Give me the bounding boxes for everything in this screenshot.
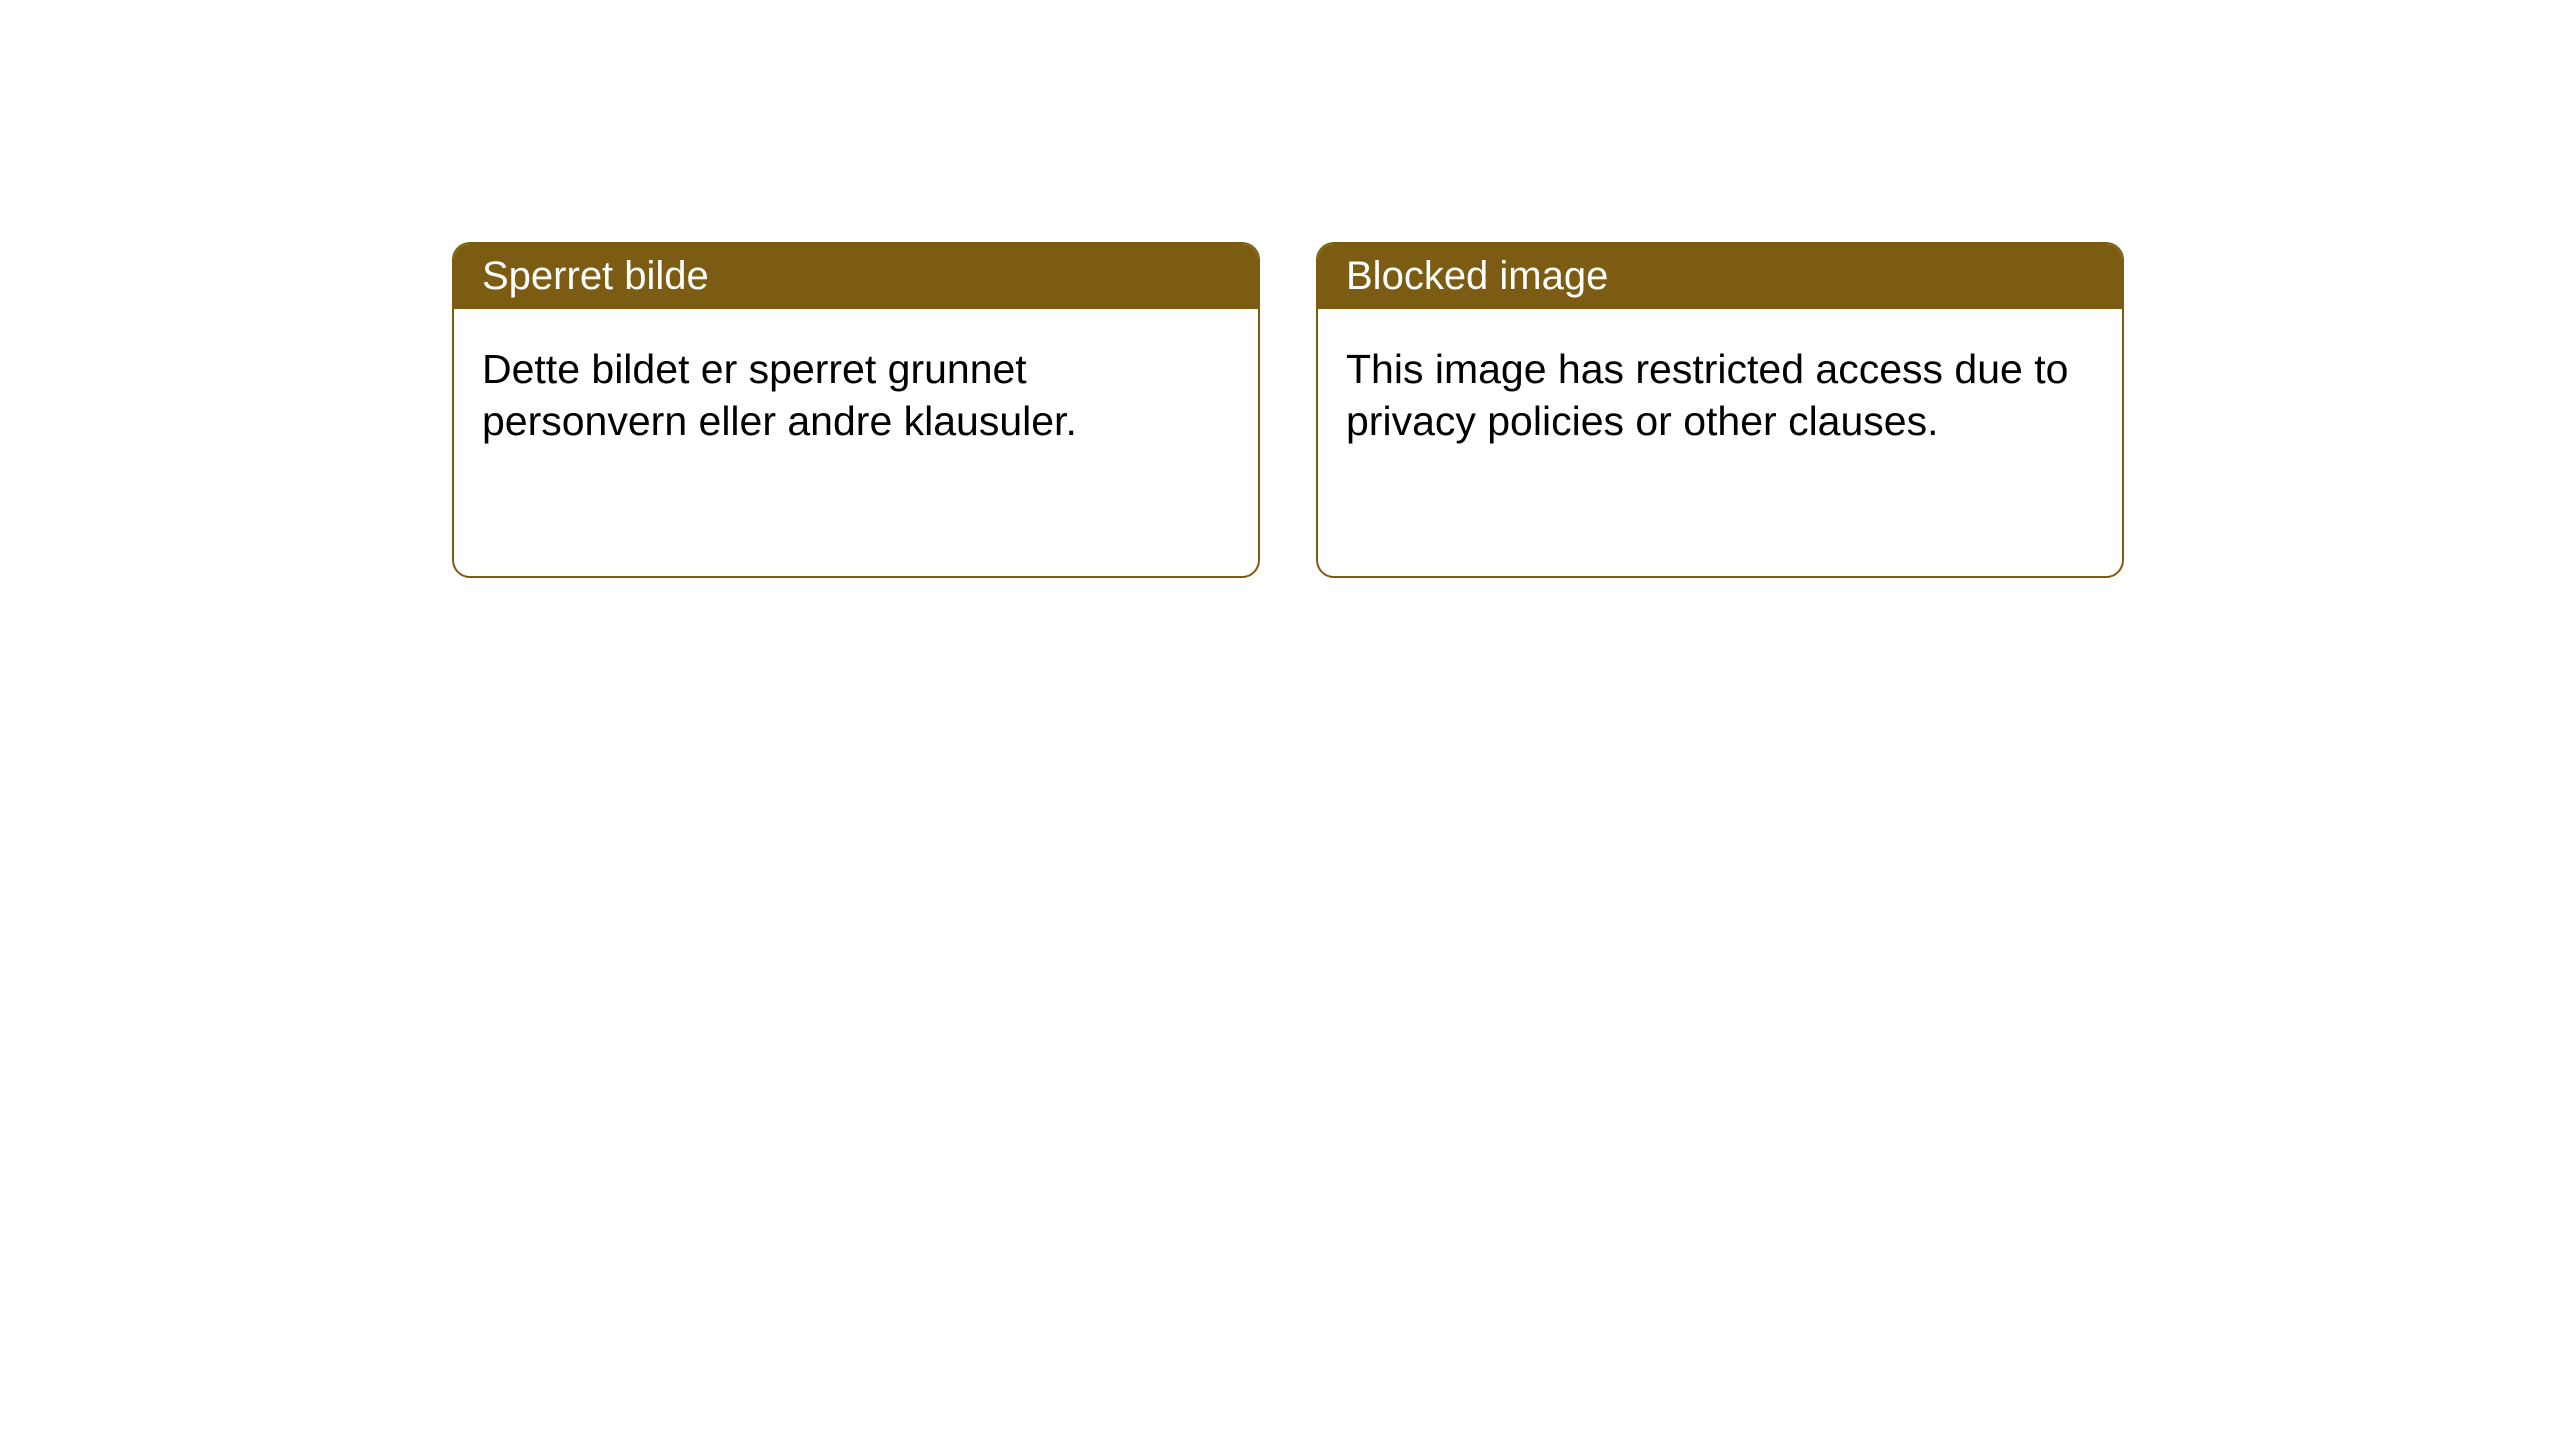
notice-card-header: Sperret bilde	[454, 244, 1258, 309]
notice-body-text: Dette bildet er sperret grunnet personve…	[482, 346, 1077, 444]
notice-header-text: Blocked image	[1346, 254, 1608, 298]
notice-card-header: Blocked image	[1318, 244, 2122, 309]
notice-card-body: Dette bildet er sperret grunnet personve…	[454, 309, 1258, 482]
notice-card-body: This image has restricted access due to …	[1318, 309, 2122, 482]
notice-header-text: Sperret bilde	[482, 254, 709, 298]
notice-card-english: Blocked image This image has restricted …	[1316, 242, 2124, 578]
notice-card-norwegian: Sperret bilde Dette bildet er sperret gr…	[452, 242, 1260, 578]
notice-cards-container: Sperret bilde Dette bildet er sperret gr…	[0, 0, 2560, 578]
notice-body-text: This image has restricted access due to …	[1346, 346, 2068, 444]
